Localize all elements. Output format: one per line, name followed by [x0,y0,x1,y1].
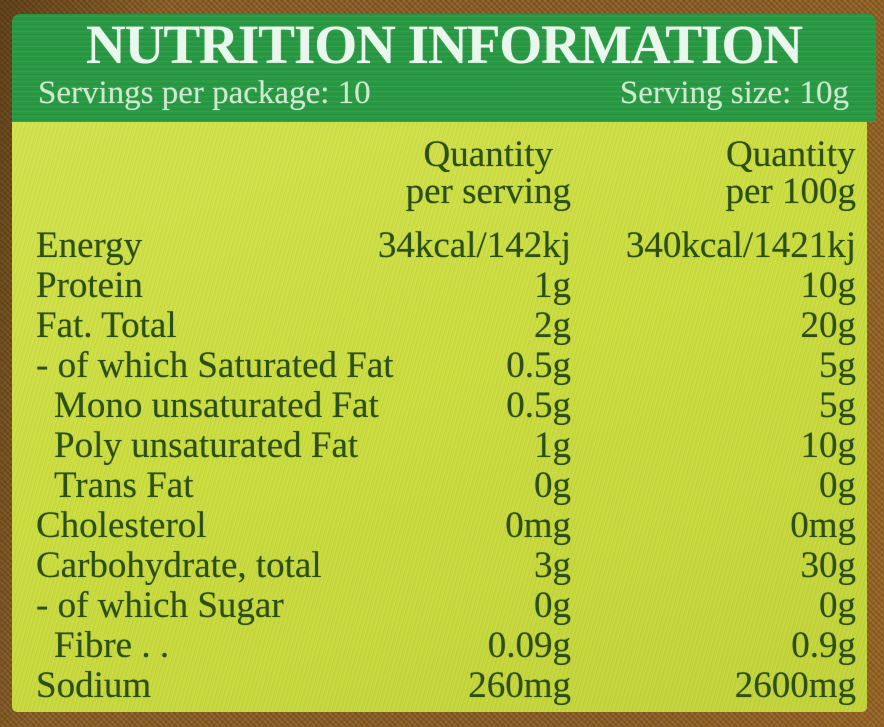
qty-per-serving: 1g [534,425,571,466]
row-mono-unsaturated-fat: Mono unsaturated Fat 0.5g 5g [12,386,867,426]
qty-per-serving: 0.5g [506,345,571,386]
nutrient-name: Cholesterol [36,505,207,546]
qty-per-100g: 2600mg [734,665,856,706]
nutrient-name: Sodium [36,665,152,706]
qty-per-serving: 2g [534,305,571,346]
column-header-line: per serving [405,171,571,212]
row-saturated-fat: - of which Saturated Fat 0.5g 5g [12,346,867,386]
qty-per-serving: 1g [534,265,571,306]
nutrient-name: Poly unsaturated Fat [54,425,359,466]
qty-per-100g: 10g [800,425,857,466]
nutrient-name: - of which Sugar [36,585,284,626]
qty-per-100g: 0mg [790,505,856,546]
servings-per-package: Servings per package: 10 [38,75,371,111]
nutrient-name: Protein [36,265,143,306]
qty-per-serving: 0.09g [487,625,571,666]
row-energy: Energy 34kcal/142kj 340kcal/1421kj [12,226,867,266]
serving-info-row: Servings per package: 10 Serving size: 1… [12,73,876,113]
nutrient-name: Fat. Total [36,305,177,346]
qty-per-100g: 30g [800,545,857,586]
serving-size: Serving size: 10g [619,75,849,111]
qty-per-100g: 0g [819,465,856,506]
nutrition-table: Quantity per serving Quantity per 100g E… [12,122,867,712]
label-title: NUTRITION INFORMATION [86,14,803,75]
qty-per-100g: 340kcal/1421kj [625,225,856,266]
row-trans-fat: Trans Fat 0g 0g [12,466,867,506]
row-carbohydrate-total: Carbohydrate, total 3g 30g [12,546,867,586]
nutrient-name: Mono unsaturated Fat [54,385,379,426]
nutrient-name: Trans Fat [54,465,194,506]
qty-per-serving: 0mg [505,505,571,546]
qty-per-serving: 0g [534,585,571,626]
nutrient-name: - of which Saturated Fat [36,345,394,386]
qty-per-100g: 20g [800,305,857,346]
nutrient-name: Carbohydrate, total [36,545,322,586]
qty-per-serving: 3g [534,545,571,586]
row-sugar: - of which Sugar 0g 0g [12,586,867,626]
column-header-line: Quantity [423,134,554,175]
table-column-headers: Quantity per serving Quantity per 100g [12,122,867,210]
column-header-per-serving: Quantity per serving [406,136,571,210]
qty-per-serving: 34kcal/142kj [377,225,571,266]
label-header-band: NUTRITION INFORMATION Servings per packa… [12,14,876,122]
row-protein: Protein 1g 10g [12,266,867,306]
row-sodium: Sodium 260mg 2600mg [12,666,867,706]
nutrition-label: NUTRITION INFORMATION Servings per packa… [12,14,876,712]
qty-per-100g: 10g [800,265,857,306]
row-fibre: Fibre . . 0.09g 0.9g [12,626,867,666]
column-header-per-100g: Quantity per 100g [726,136,857,210]
qty-per-serving: 260mg [468,665,571,706]
qty-per-100g: 5g [819,385,856,426]
qty-per-serving: 0g [534,465,571,506]
qty-per-100g: 0g [819,585,856,626]
qty-per-100g: 0.9g [791,625,856,666]
row-cholesterol: Cholesterol 0mg 0mg [12,506,867,546]
row-poly-unsaturated-fat: Poly unsaturated Fat 1g 10g [12,426,867,466]
table-rows: Energy 34kcal/142kj 340kcal/1421kj Prote… [12,226,867,706]
column-header-line: Quantity [726,134,856,175]
column-header-line: per 100g [725,171,857,212]
row-fat-total: Fat. Total 2g 20g [12,306,867,346]
qty-per-serving: 0.5g [506,385,571,426]
qty-per-100g: 5g [819,345,856,386]
nutrient-name: Energy [36,225,143,266]
nutrient-name: Fibre . . [54,625,170,666]
